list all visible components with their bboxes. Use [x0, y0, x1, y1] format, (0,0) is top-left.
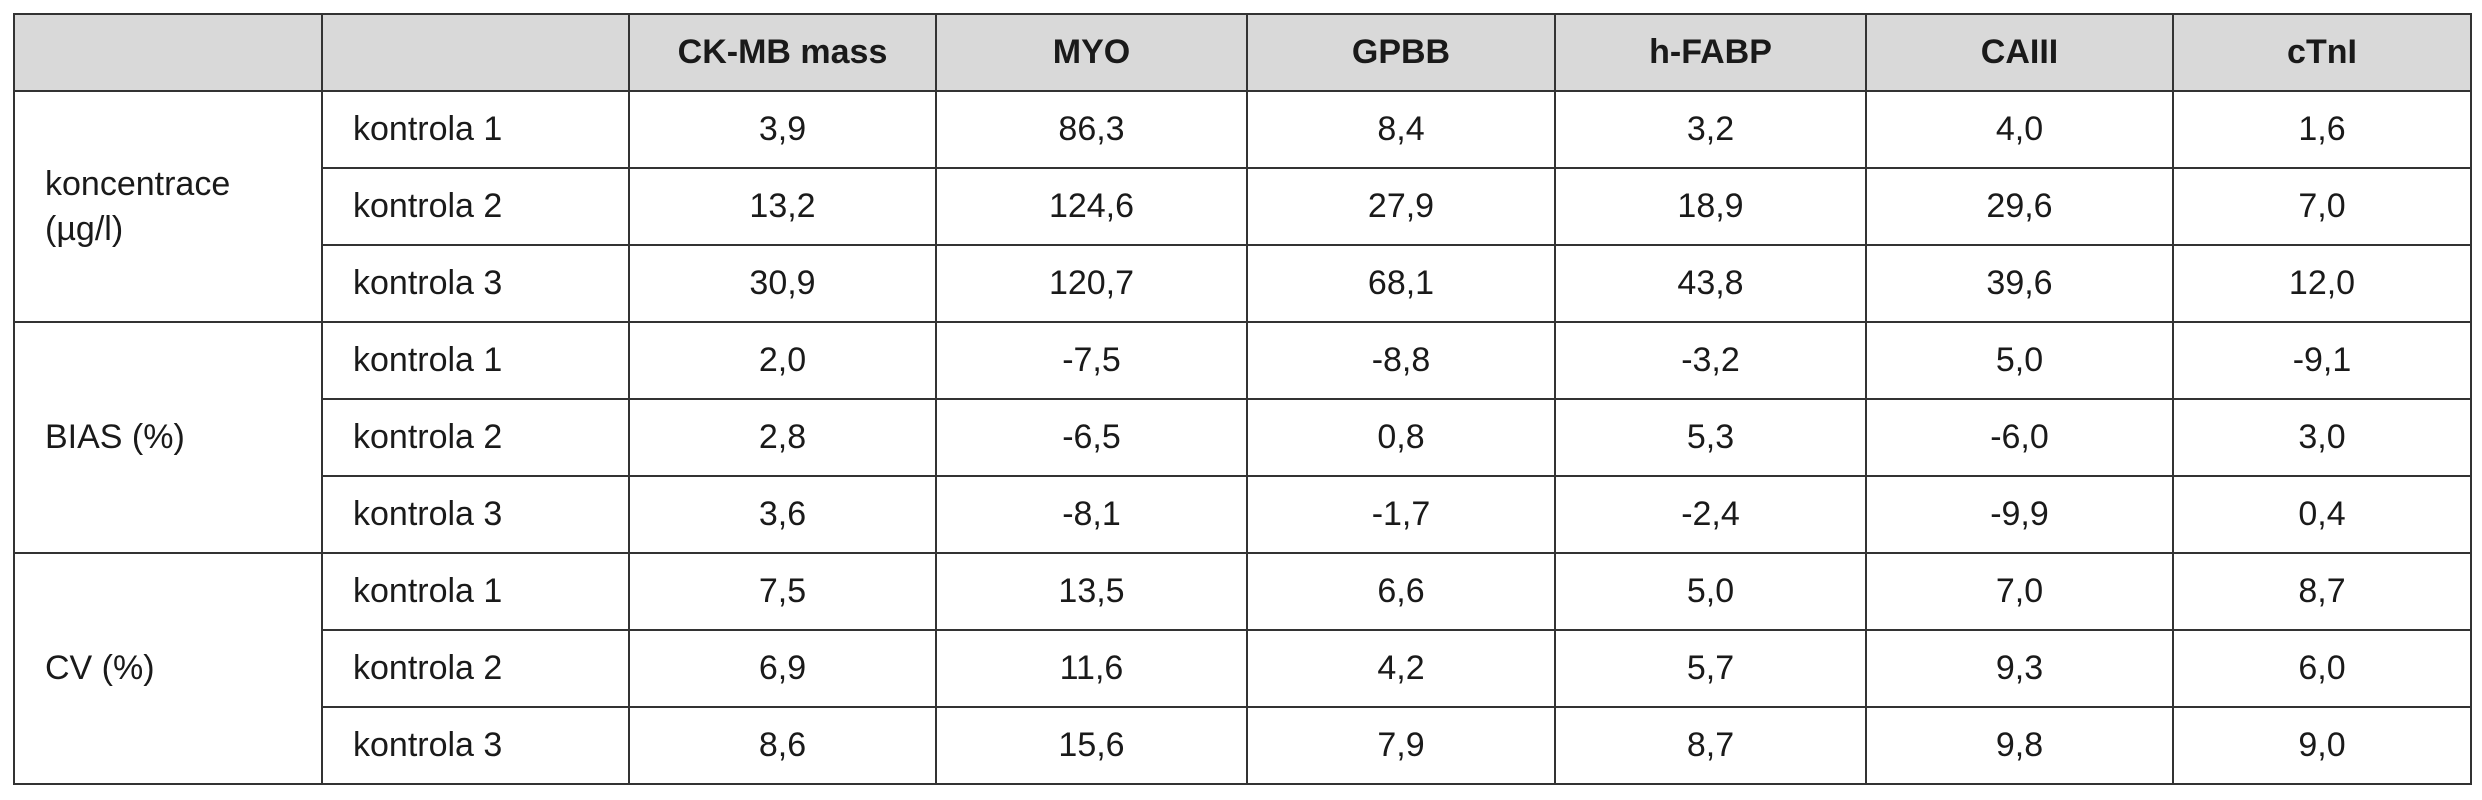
value-cell: 5,0: [1554, 552, 1867, 631]
value-cell: 9,8: [1865, 706, 2174, 785]
value-cell: 4,2: [1246, 629, 1556, 708]
value-cell: -8,8: [1246, 321, 1556, 400]
value-cell: 0,8: [1246, 398, 1556, 477]
value-cell: -9,9: [1865, 475, 2174, 554]
value-cell: 2,8: [628, 398, 937, 477]
value-cell: 5,3: [1554, 398, 1867, 477]
table-row: kontrola 3 8,6 15,6 7,9 8,7 9,8 9,0: [14, 706, 2472, 785]
value-cell: -6,5: [935, 398, 1248, 477]
value-cell: 2,0: [628, 321, 937, 400]
value-cell: 4,0: [1865, 90, 2174, 169]
value-cell: 15,6: [935, 706, 1248, 785]
row-label: kontrola 1: [321, 321, 630, 400]
group-label-line: (µg/l): [45, 209, 124, 248]
value-cell: 3,0: [2172, 398, 2472, 477]
value-cell: 9,0: [2172, 706, 2472, 785]
column-header: CK-MB mass: [628, 13, 937, 92]
value-cell: 13,2: [628, 167, 937, 246]
row-label: kontrola 2: [321, 167, 630, 246]
value-cell: 3,9: [628, 90, 937, 169]
value-cell: 12,0: [2172, 244, 2472, 323]
table-row: kontrola 2 2,8 -6,5 0,8 5,3 -6,0 3,0: [14, 398, 2472, 477]
value-cell: 13,5: [935, 552, 1248, 631]
row-label: kontrola 3: [321, 706, 630, 785]
group-label-line: BIAS (%): [45, 418, 185, 457]
value-cell: 1,6: [2172, 90, 2472, 169]
value-cell: 9,3: [1865, 629, 2174, 708]
row-label: kontrola 2: [321, 629, 630, 708]
value-cell: -2,4: [1554, 475, 1867, 554]
value-cell: 7,5: [628, 552, 937, 631]
value-cell: -7,5: [935, 321, 1248, 400]
value-cell: 124,6: [935, 167, 1248, 246]
data-table: CK-MB mass MYO GPBB h-FABP CAIII cTnI koncent…: [13, 13, 2472, 785]
value-cell: 120,7: [935, 244, 1248, 323]
group-label: CV (%): [13, 552, 323, 785]
value-cell: 8,7: [2172, 552, 2472, 631]
row-label: kontrola 1: [321, 552, 630, 631]
column-header: GPBB: [1246, 13, 1556, 92]
column-header: h-FABP: [1554, 13, 1867, 92]
value-cell: 5,7: [1554, 629, 1867, 708]
value-cell: -9,1: [2172, 321, 2472, 400]
value-cell: 3,2: [1554, 90, 1867, 169]
value-cell: 3,6: [628, 475, 937, 554]
table-body: koncentrace (µg/l) kontrola 1 3,9 86,3 8,4 3,2…: [13, 90, 2472, 785]
value-cell: 8,6: [628, 706, 937, 785]
row-label: kontrola 1: [321, 90, 630, 169]
value-cell: 86,3: [935, 90, 1248, 169]
value-cell: -6,0: [1865, 398, 2174, 477]
value-cell: 18,9: [1554, 167, 1867, 246]
value-cell: 11,6: [935, 629, 1248, 708]
value-cell: 43,8: [1554, 244, 1867, 323]
group-label: koncentrace (µg/l): [13, 90, 323, 323]
value-cell: 29,6: [1865, 167, 2174, 246]
group-label-line: CV (%): [45, 649, 155, 688]
value-cell: 39,6: [1865, 244, 2174, 323]
group-label: BIAS (%): [13, 321, 323, 554]
value-cell: 68,1: [1246, 244, 1556, 323]
value-cell: 0,4: [2172, 475, 2472, 554]
table-row: koncentrace (µg/l) kontrola 1 3,9 86,3 8,4 3,2…: [13, 90, 2472, 323]
value-cell: 7,0: [1865, 552, 2174, 631]
value-cell: -1,7: [1246, 475, 1556, 554]
table-row: kontrola 2 13,2 124,6 27,9 18,9 29,6 7,0: [14, 167, 2472, 246]
row-label: kontrola 3: [321, 475, 630, 554]
table-row: CV (%) kontrola 1 7,5 13,5 6,6 5,0 7,0 8,7: [13, 552, 2472, 785]
header-cell: [321, 13, 630, 92]
value-cell: 5,0: [1865, 321, 2174, 400]
value-cell: -3,2: [1554, 321, 1867, 400]
header-cell: [13, 13, 323, 92]
value-cell: 7,0: [2172, 167, 2472, 246]
column-header: cTnI: [2172, 13, 2472, 92]
table-row: BIAS (%) kontrola 1 2,0 -7,5 -8,8 -3,2 5,0 -9,1: [13, 321, 2472, 554]
row-label: kontrola 3: [321, 244, 630, 323]
header-row: CK-MB mass MYO GPBB h-FABP CAIII cTnI: [13, 13, 2472, 92]
column-header: CAIII: [1865, 13, 2174, 92]
value-cell: 8,4: [1246, 90, 1556, 169]
value-cell: 6,9: [628, 629, 937, 708]
table-row: kontrola 2 6,9 11,6 4,2 5,7 9,3 6,0: [14, 629, 2472, 708]
table-row: kontrola 3 30,9 120,7 68,1 43,8 39,6 12,0: [14, 244, 2472, 323]
value-cell: 30,9: [628, 244, 937, 323]
value-cell: 27,9: [1246, 167, 1556, 246]
value-cell: 6,0: [2172, 629, 2472, 708]
group-label-line: koncentrace: [45, 165, 231, 204]
value-cell: 7,9: [1246, 706, 1556, 785]
value-cell: -8,1: [935, 475, 1248, 554]
table-row: kontrola 3 3,6 -8,1 -1,7 -2,4 -9,9 0,4: [14, 475, 2472, 554]
value-cell: 8,7: [1554, 706, 1867, 785]
column-header: MYO: [935, 13, 1248, 92]
value-cell: 6,6: [1246, 552, 1556, 631]
row-label: kontrola 2: [321, 398, 630, 477]
